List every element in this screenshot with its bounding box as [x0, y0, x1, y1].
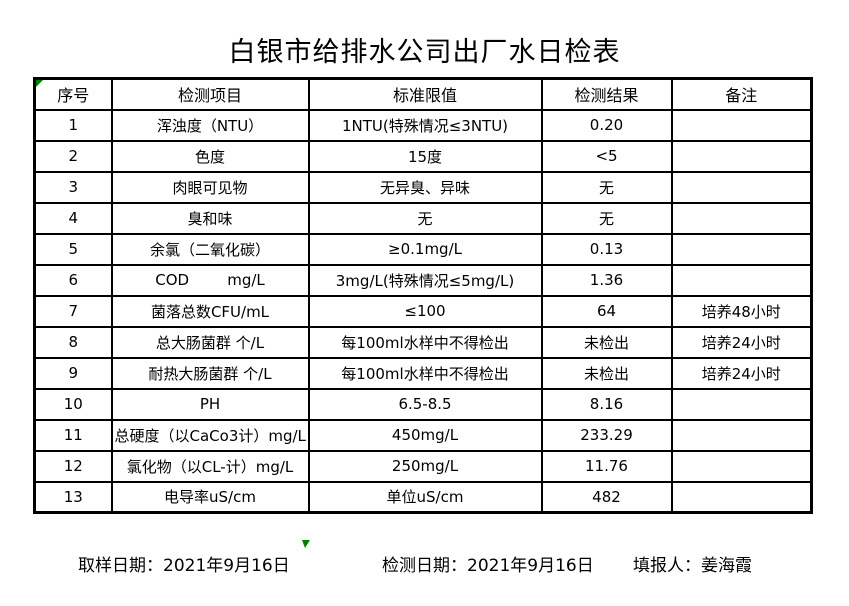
- cell-note: [670, 108, 813, 142]
- cell-limit: 6.5-8.5: [307, 387, 543, 421]
- table-row: 8 总大肠菌群 个/L 每100ml水样中不得检出 未检出 培养24小时: [33, 325, 813, 359]
- cell-no: 13: [33, 480, 113, 514]
- cell-limit: 每100ml水样中不得检出: [307, 356, 543, 390]
- reporter-label: 填报人：姜海霞: [633, 556, 752, 576]
- table-row: 11 总硬度（以CaCo3计）mg/L 450mg/L 233.29: [33, 418, 813, 452]
- cell-limit: ≤100: [307, 294, 543, 328]
- cell-item: PH: [110, 387, 310, 421]
- table-row: 12 氯化物（以CL-计）mg/L 250mg/L 11.76: [33, 449, 813, 483]
- table-header-row: 序号 检测项目 标准限值 检测结果 备注: [33, 77, 813, 111]
- cell-no: 9: [33, 356, 113, 390]
- cell-limit: 3mg/L(特殊情况≤5mg/L): [307, 263, 543, 297]
- cell-result: 11.76: [540, 449, 673, 483]
- cell-no: 2: [33, 139, 113, 173]
- table-row: 7 菌落总数CFU/mL ≤100 64 培养48小时: [33, 294, 813, 328]
- cell-item: 臭和味: [110, 201, 310, 235]
- cell-item: 菌落总数CFU/mL: [110, 294, 310, 328]
- cell-item: COD mg/L: [110, 263, 310, 297]
- cell-no: 4: [33, 201, 113, 235]
- cell-result: 0.13: [540, 232, 673, 266]
- header-cell-limit: 标准限值: [307, 77, 543, 111]
- cell-no: 10: [33, 387, 113, 421]
- cell-result: 8.16: [540, 387, 673, 421]
- table-row: 4 臭和味 无 无: [33, 201, 813, 235]
- cell-result: 482: [540, 480, 673, 514]
- table-row: 3 肉眼可见物 无异臭、异味 无: [33, 170, 813, 204]
- cell-result: <5: [540, 139, 673, 173]
- header-label: 备注: [725, 86, 758, 106]
- cell-result: 233.29: [540, 418, 673, 452]
- header-cell-item: 检测项目: [110, 77, 310, 111]
- cell-item: 总大肠菌群 个/L: [110, 325, 310, 359]
- sampling-date-label: 取样日期：2021年9月16日: [78, 556, 290, 576]
- header-cell-note: 备注: [670, 77, 813, 111]
- cell-item: 浑浊度（NTU）: [110, 108, 310, 142]
- cell-item: 色度: [110, 139, 310, 173]
- cell-item: 耐热大肠菌群 个/L: [110, 356, 310, 390]
- cell-limit: 15度: [307, 139, 543, 173]
- cell-note: [670, 232, 813, 266]
- cell-no: 7: [33, 294, 113, 328]
- cell-note: 培养24小时: [670, 356, 813, 390]
- cell-no: 1: [33, 108, 113, 142]
- cell-limit: 单位uS/cm: [307, 480, 543, 514]
- cell-no: 3: [33, 170, 113, 204]
- cell-note: [670, 418, 813, 452]
- table-row: 5 余氯（二氧化碳） ≥0.1mg/L 0.13: [33, 232, 813, 266]
- cell-result: 64: [540, 294, 673, 328]
- cell-no: 5: [33, 232, 113, 266]
- testing-date-label: 检测日期：2021年9月16日: [382, 556, 594, 576]
- cell-limit: 无: [307, 201, 543, 235]
- cell-limit: 无异臭、异味: [307, 170, 543, 204]
- table-row: 2 色度 15度 <5: [33, 139, 813, 173]
- cell-result: 0.20: [540, 108, 673, 142]
- table-row: 1 浑浊度（NTU） 1NTU(特殊情况≤3NTU) 0.20: [33, 108, 813, 142]
- header-cell-result: 检测结果: [540, 77, 673, 111]
- cell-item: 总硬度（以CaCo3计）mg/L: [110, 418, 310, 452]
- header-label: 标准限值: [392, 86, 457, 106]
- cell-note: 培养48小时: [670, 294, 813, 328]
- cell-note: 培养24小时: [670, 325, 813, 359]
- cell-limit: 1NTU(特殊情况≤3NTU): [307, 108, 543, 142]
- cell-note: [670, 449, 813, 483]
- cell-result: 未检出: [540, 356, 673, 390]
- cell-item: 肉眼可见物: [110, 170, 310, 204]
- cell-result: 无: [540, 201, 673, 235]
- inspection-table: 序号 检测项目 标准限值 检测结果 备注 1 浑浊度（NTU） 1NTU(特殊情…: [33, 77, 813, 514]
- cell-no: 6: [33, 263, 113, 297]
- table-row: 10 PH 6.5-8.5 8.16: [33, 387, 813, 421]
- cell-limit: 250mg/L: [307, 449, 543, 483]
- cell-no: 11: [33, 418, 113, 452]
- cell-note: [670, 480, 813, 514]
- cell-error-marker-icon: [36, 80, 43, 87]
- cell-note: [670, 263, 813, 297]
- cell-item: 电导率uS/cm: [110, 480, 310, 514]
- header-label: 检测项目: [177, 86, 242, 106]
- cell-note: [670, 387, 813, 421]
- header-cell-no: 序号: [33, 77, 113, 111]
- cell-note: [670, 201, 813, 235]
- cell-result: 未检出: [540, 325, 673, 359]
- table-row: 9 耐热大肠菌群 个/L 每100ml水样中不得检出 未检出 培养24小时: [33, 356, 813, 390]
- header-label: 序号: [57, 86, 90, 106]
- table-row: 6 COD mg/L 3mg/L(特殊情况≤5mg/L) 1.36: [33, 263, 813, 297]
- cell-no: 12: [33, 449, 113, 483]
- cell-limit: 每100ml水样中不得检出: [307, 325, 543, 359]
- page-title: 白银市给排水公司出厂水日检表: [228, 37, 621, 68]
- cell-no: 8: [33, 325, 113, 359]
- cell-note: [670, 139, 813, 173]
- cell-item: 余氯（二氧化碳）: [110, 232, 310, 266]
- cell-item: 氯化物（以CL-计）mg/L: [110, 449, 310, 483]
- cell-limit: ≥0.1mg/L: [307, 232, 543, 266]
- green-flag-marker-icon: [302, 540, 310, 548]
- table-row: 13 电导率uS/cm 单位uS/cm 482: [33, 480, 813, 514]
- header-label: 检测结果: [574, 86, 639, 106]
- cell-result: 1.36: [540, 263, 673, 297]
- cell-limit: 450mg/L: [307, 418, 543, 452]
- cell-result: 无: [540, 170, 673, 204]
- cell-note: [670, 170, 813, 204]
